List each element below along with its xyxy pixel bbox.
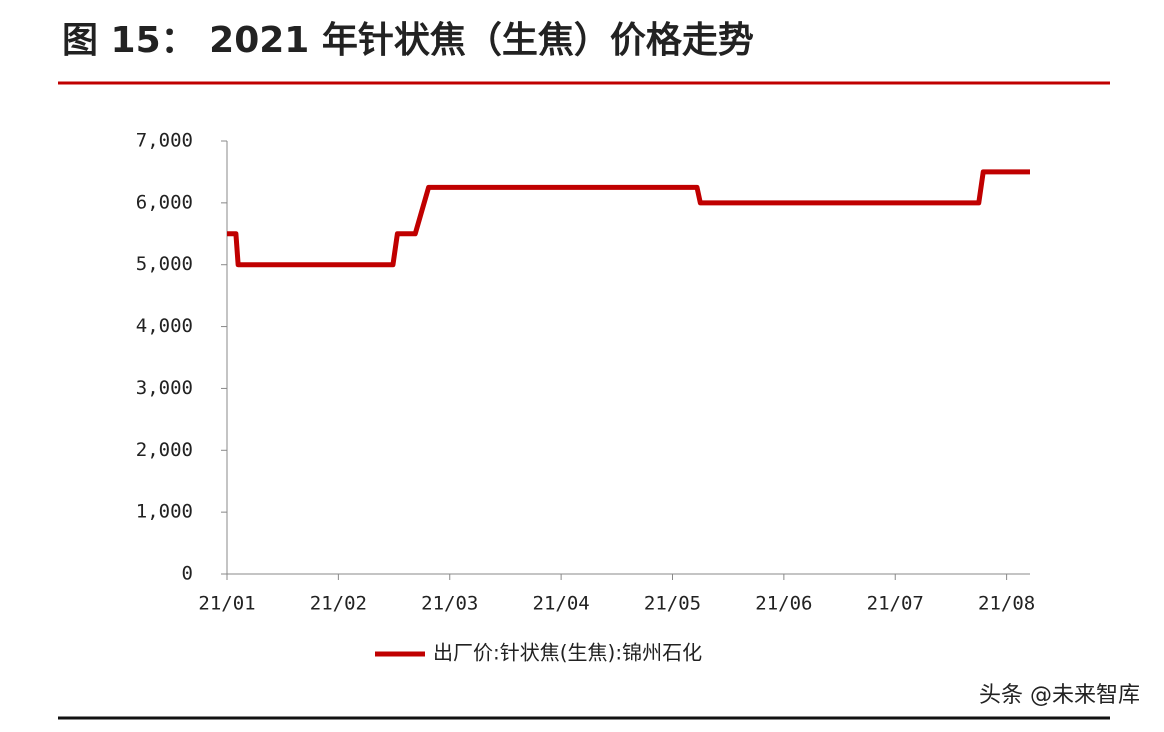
x-tick-label: 21/06 [755,593,812,615]
y-tick-label: 3,000 [136,377,193,399]
x-tick-label: 21/01 [198,593,255,615]
y-tick-label: 2,000 [136,439,193,461]
y-tick-label: 0 [182,563,193,585]
y-tick-label: 6,000 [136,191,193,213]
legend-label: 出厂价:针状焦(生焦):锦州石化 [433,641,702,665]
x-tick-label: 21/08 [978,593,1035,615]
chart-title: 图 15： 2021 年针状焦（生焦）价格走势 [62,20,754,61]
y-tick-label: 1,000 [136,501,193,523]
y-tick-label: 4,000 [136,315,193,337]
x-tick-label: 21/02 [310,593,367,615]
x-tick-label: 21/07 [867,593,924,615]
x-tick-label: 21/03 [421,593,478,615]
watermark: 头条 @未来智库 [979,683,1140,708]
y-tick-label: 7,000 [136,130,193,152]
series-line [227,169,1030,268]
x-tick-label: 21/05 [644,593,701,615]
x-tick-label: 21/04 [533,593,590,615]
y-tick-label: 5,000 [136,253,193,275]
